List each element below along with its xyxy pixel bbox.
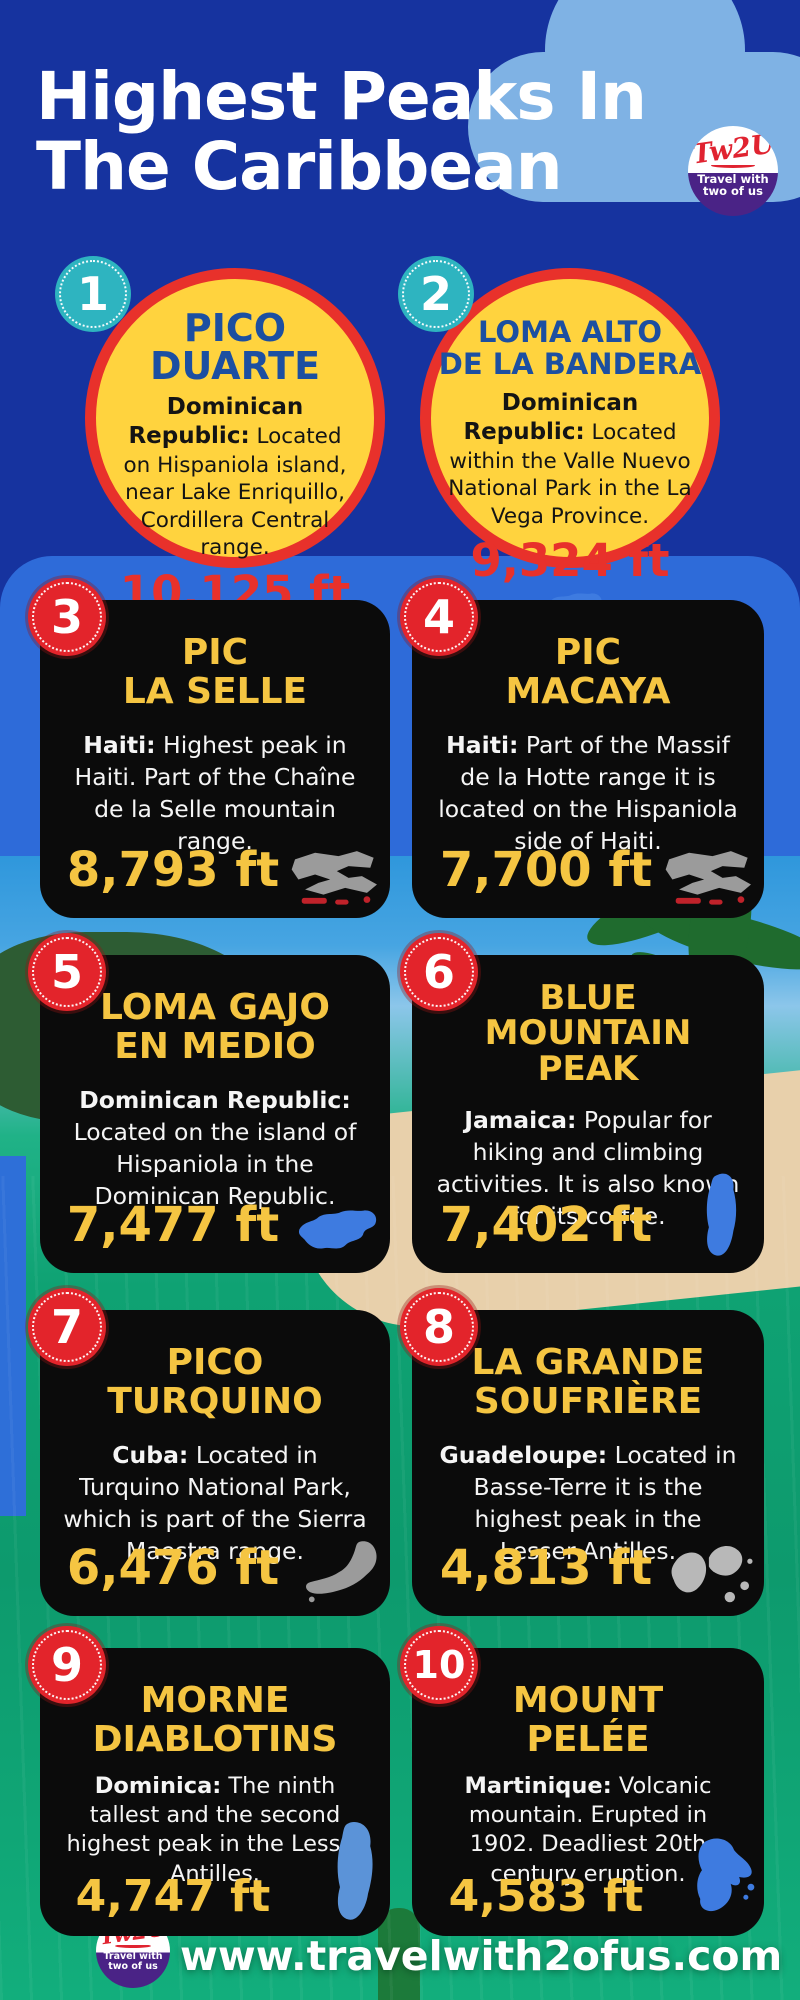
peak-card-morne-diablotins: MORNE DIABLOTINS Dominica: The ninth tal… [40,1648,390,1936]
peak-card-blue-mountain: BLUE MOUNTAIN PEAK Jamaica: Popular for … [412,955,764,1273]
rank-number: 9 [50,1638,83,1692]
peak-description: Haiti: Highest peak in Haiti. Part of th… [74,730,356,855]
logo-swoosh-icon [115,1944,151,1948]
country-label: Dominican Republic: [128,394,304,450]
logo-tagline: Travel with two of us [697,172,769,199]
peak-description: Dominican Republic: Located on Hispaniol… [123,394,347,561]
logo-tagline: Travel with two of us [103,1951,163,1973]
dominican-republic-island-icon [298,1210,377,1249]
peak-description: Jamaica: Popular for hiking and climbing… [436,1106,740,1230]
sea-strip-shape [0,1156,26,1516]
peak-name: MORNE DIABLOTINS [92,1680,338,1760]
rank-badge-8: 8 [400,1288,478,1366]
rank-badge-1: 1 [55,256,131,332]
tw2u-logo: Tw2U Travel with two of us [688,126,778,216]
elevation-value: 4,747 ft [75,1871,271,1922]
peak-name: LOMA GAJO EN MEDIO [100,987,330,1067]
elevation-value: 7,402 ft [439,1197,653,1253]
elevation-value: 8,793 ft [66,842,280,898]
country-label: Cuba: [112,1440,189,1469]
rank-badge-7: 7 [28,1288,106,1366]
rank-badge-4: 4 [400,578,478,656]
peak-card-pic-macaya: PIC MACAYA Haiti: Part of the Massif de … [412,600,764,918]
elevation-value: 4,583 ft [448,1871,644,1922]
rank-badge-3: 3 [28,578,106,656]
logo-swoosh-icon [711,163,755,168]
country-label: Guadeloupe: [439,1440,608,1469]
peak-description: Haiti: Part of the Massif de la Hotte ra… [438,730,738,855]
peak-name: PICO TURQUINO [107,1342,323,1422]
rank-number: 7 [50,1300,83,1354]
peak-name: PICO DUARTE [149,306,321,388]
country-label: Jamaica: [464,1106,577,1135]
elevation-value: 9,324 ft [470,534,670,588]
peak-description: Martinique: Volcanic mountain. Erupted i… [464,1772,712,1887]
rank-number: 8 [422,1300,455,1354]
peak-name: MOUNT PELÉE [512,1680,664,1760]
rank-badge-6: 6 [400,933,478,1011]
peak-card-pico-turquino: PICO TURQUINO Cuba: Located in Turquino … [40,1310,390,1616]
website-url: www.travelwith2ofus.com [180,1932,783,1980]
martinique-island-icon [697,1838,755,1912]
rank-number: 6 [422,945,455,999]
haiti-island-icon [665,851,751,905]
rank-number: 2 [419,267,452,321]
elevation-value: 7,477 ft [66,1197,280,1253]
rank-number: 3 [50,590,83,644]
peak-description: Dominican Republic: Located within the V… [448,389,692,529]
peak-name: BLUE MOUNTAIN PEAK [484,978,692,1089]
haiti-island-icon [291,851,377,905]
peak-card-mount-pelee: MOUNT PELÉE Martinique: Volcanic mountai… [412,1648,764,1936]
jamaica-island-icon [706,1173,737,1256]
country-label: Haiti: [446,730,519,759]
elevation-value: 6,476 ft [66,1540,280,1596]
peak-card-pico-duarte: PICO DUARTE Dominican Republic: Located … [85,268,385,662]
peak-name: PIC MACAYA [505,632,671,712]
page-title: Highest Peaks In The Caribbean [36,58,647,206]
peak-card-la-grande-soufriere: LA GRANDE SOUFRIÈRE Guadeloupe: Located … [412,1310,764,1616]
country-label: Haiti: [83,730,156,759]
peak-description: Dominica: The ninth tallest and the seco… [66,1772,364,1887]
cuba-island-icon [306,1541,377,1603]
rank-badge-9: 9 [28,1626,106,1704]
peak-card-pic-la-selle: PIC LA SELLE Haiti: Highest peak in Hait… [40,600,390,918]
peak-card-loma-gajo: LOMA GAJO EN MEDIO Dominican Republic: L… [40,955,390,1273]
peak-description: Dominican Republic: Located on the islan… [73,1085,357,1210]
rank-badge-2: 2 [398,256,474,332]
peak-description: Guadeloupe: Located in Basse-Terre it is… [439,1440,737,1565]
rank-number: 10 [412,1643,466,1687]
dominica-island-icon [337,1822,373,1920]
guadeloupe-island-icon [671,1545,753,1603]
rank-number: 1 [76,267,109,321]
rank-number: 4 [422,590,455,644]
peak-description: Cuba: Located in Turquino National Park,… [63,1440,367,1565]
rank-badge-5: 5 [28,933,106,1011]
peak-name: LOMA ALTO DE LA BANDERA [438,315,702,381]
country-label: Martinique: [464,1772,612,1799]
country-label: Dominica: [94,1772,222,1799]
country-label: Dominican Republic: [79,1085,351,1114]
peak-name: LA GRANDE SOUFRIÈRE [471,1342,705,1422]
elevation-value: 4,813 ft [439,1540,653,1596]
rank-badge-10: 10 [400,1626,478,1704]
peak-card-loma-alto: LOMA ALTO DE LA BANDERA Dominican Republ… [420,268,720,627]
country-label: Dominican Republic: [463,389,639,446]
rank-number: 5 [50,945,83,999]
peak-name: PIC LA SELLE [122,632,308,712]
elevation-value: 7,700 ft [439,842,653,898]
